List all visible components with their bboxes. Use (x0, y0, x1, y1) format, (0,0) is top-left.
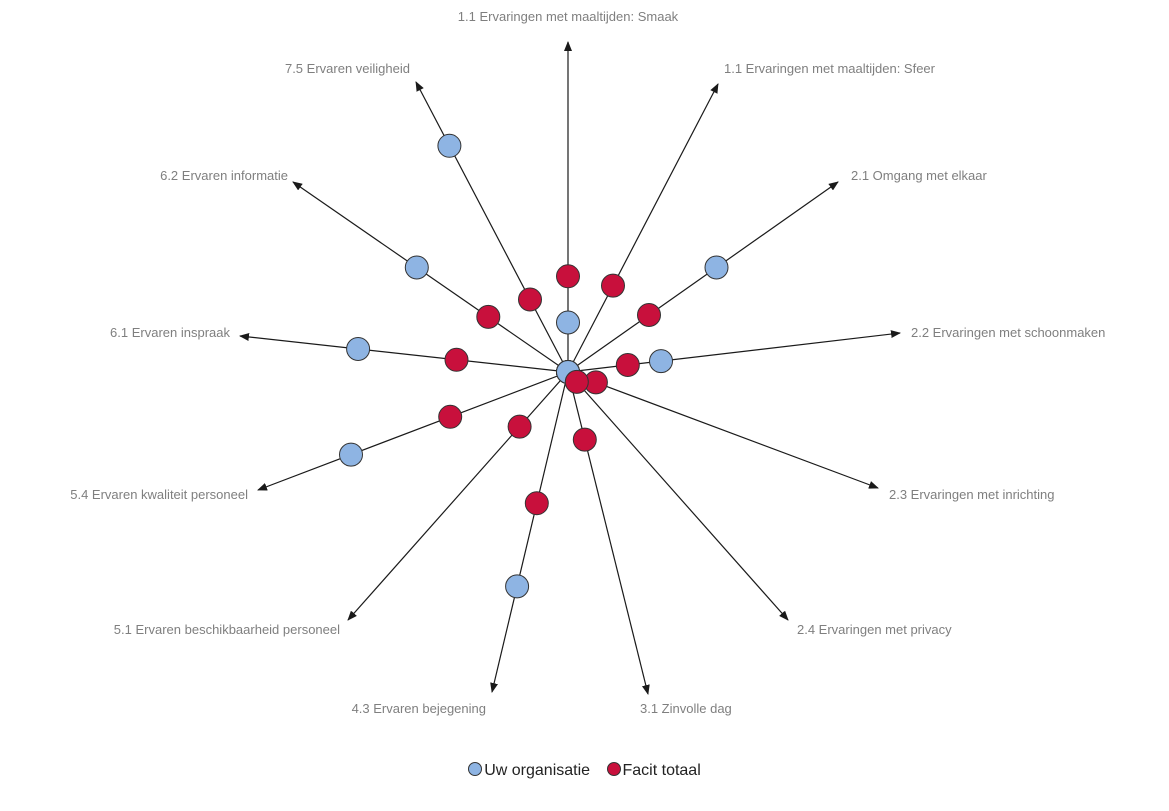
point-facit-totaal-9 (507, 414, 532, 439)
axis-label-2-1-omgang-met-elkaar: 2.1 Omgang met elkaar (851, 168, 988, 183)
axis-line-6 (567, 371, 789, 621)
legend-swatch-facit-totaal (606, 762, 621, 776)
legend-swatch-uw-organisatie (468, 762, 483, 776)
point-facit-totaal-1 (556, 264, 580, 289)
radial-chart: 1.1 Ervaringen met maaltijden: Smaak 1.1 … (70, 9, 1105, 716)
point-uw-organisatie-8 (505, 574, 530, 599)
legend-label-facit-totaal: Facit totaal (622, 762, 701, 779)
legend-item-facit-totaal: Facit totaal (606, 762, 701, 780)
axis-label-4-3-ervaren-bejegening: 4.3 Ervaren bejegening (352, 701, 486, 716)
axis-line-11 (239, 333, 569, 373)
axis-label-1-1-ervaringen-met-maaltijden-sfeer: 1.1 Ervaringen met maaltijden: Sfeer (724, 61, 936, 76)
axis-label-2-4-ervaringen-met-privacy: 2.4 Ervaringen met privacy (797, 622, 952, 637)
point-facit-totaal-8 (524, 491, 549, 516)
point-facit-totaal-6 (564, 369, 589, 394)
axes-layer (239, 41, 901, 695)
axis-line-10 (257, 371, 569, 491)
point-uw-organisatie-1 (556, 310, 580, 335)
axis-line-3 (567, 181, 839, 373)
point-uw-organisatie-13 (437, 133, 462, 158)
point-facit-totaal-7 (572, 427, 597, 452)
point-facit-totaal-12 (476, 304, 501, 329)
data-points-layer (339, 133, 729, 599)
axis-label-5-1-ervaren-beschikbaarheid-personeel: 5.1 Ervaren beschikbaarheid personeel (114, 622, 340, 637)
axis-label-5-4-ervaren-kwaliteit-personeel: 5.4 Ervaren kwaliteit personeel (70, 487, 248, 502)
axis-line-9 (347, 371, 569, 621)
point-uw-organisatie-10 (339, 442, 363, 467)
axis-line-8 (490, 371, 569, 693)
axis-line-7 (567, 371, 650, 695)
axis-label-2-2-ervaringen-met-schoonmaken: 2.2 Ervaringen met schoonmaken (911, 325, 1105, 340)
axis-line-2 (567, 83, 719, 373)
axis-line-5 (567, 371, 879, 489)
point-uw-organisatie-12 (404, 255, 429, 280)
point-uw-organisatie-3 (704, 255, 729, 280)
legend-label-uw-organisatie: Uw organisatie (484, 762, 591, 779)
axis-label-7-5-ervaren-veiligheid: 7.5 Ervaren veiligheid (285, 61, 410, 76)
point-facit-totaal-10 (438, 404, 463, 429)
axis-label-1-1-ervaringen-met-maaltijden-smaak: 1.1 Ervaringen met maaltijden: Smaak (458, 9, 679, 24)
axis-line-13 (415, 81, 569, 373)
legend-item-uw-organisatie: Uw organisatie (468, 762, 590, 780)
point-uw-organisatie-11 (346, 337, 371, 361)
legend: Uw organisatie Facit totaal (0, 762, 1169, 780)
point-facit-totaal-2 (601, 273, 625, 298)
axis-label-6-1-ervaren-inspraak: 6.1 Ervaren inspraak (110, 325, 230, 340)
axis-labels-layer: 1.1 Ervaringen met maaltijden: Smaak 1.1 … (70, 9, 1105, 716)
point-facit-totaal-4 (615, 353, 640, 377)
point-facit-totaal-11 (444, 347, 469, 372)
axis-label-2-3-ervaringen-met-inrichting: 2.3 Ervaringen met inrichting (889, 487, 1054, 502)
point-uw-organisatie-4 (649, 349, 673, 374)
point-facit-totaal-13 (518, 287, 542, 312)
point-facit-totaal-3 (637, 303, 661, 327)
axis-label-3-1-zinvolle-dag: 3.1 Zinvolle dag (640, 701, 732, 716)
axis-label-6-2-ervaren-informatie: 6.2 Ervaren informatie (160, 168, 288, 183)
axis-line-12 (292, 181, 569, 373)
